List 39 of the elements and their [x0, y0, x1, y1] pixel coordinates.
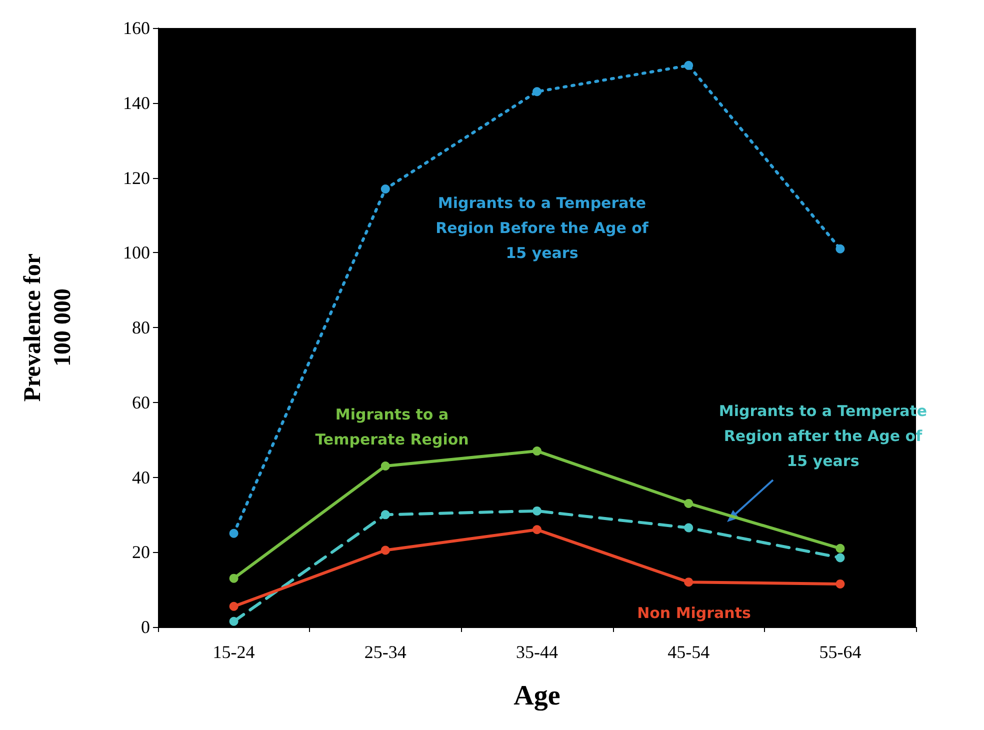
point: [684, 60, 694, 70]
y-tick-label: 20: [132, 542, 150, 562]
y-tick-label: 40: [132, 467, 150, 488]
point: [684, 498, 694, 508]
x-tick-label: 15-24: [212, 642, 255, 662]
y-tick-label: 160: [123, 18, 150, 38]
y-tick-label: 140: [123, 92, 150, 113]
annotation: Migrants to a Temperate Region: [315, 406, 469, 448]
point: [229, 574, 238, 583]
annotation: Migrants to a Temperate Region Before the Age of 15 years: [436, 194, 649, 262]
point: [836, 544, 845, 553]
point: [532, 506, 542, 516]
point: [684, 523, 694, 532]
y-tick-label: 120: [123, 168, 150, 188]
y-tick-label: 100: [123, 242, 150, 263]
point: [836, 244, 845, 254]
point: [229, 528, 238, 538]
point: [380, 462, 390, 471]
point: [836, 579, 845, 588]
y-tick-label: 0: [141, 617, 150, 637]
point: [532, 446, 542, 456]
x-tick-label: 35-44: [516, 642, 558, 662]
point: [532, 87, 542, 96]
point: [684, 578, 694, 587]
x-tick-label: 55-64: [819, 642, 862, 662]
point: [229, 602, 238, 611]
point: [836, 553, 845, 562]
point: [380, 184, 390, 194]
x-tick-label: 25-34: [364, 642, 406, 662]
point: [532, 525, 542, 534]
x-tick-label: 45-54: [668, 642, 710, 662]
point: [380, 546, 390, 555]
y-axis-title: Prevalence for 100 000: [20, 253, 76, 402]
annotation: Non Migrants: [637, 604, 751, 622]
x-axis-title: Age: [514, 680, 560, 712]
y-tick-label: 60: [132, 392, 150, 412]
y-tick-label: 80: [132, 318, 150, 338]
point: [229, 616, 238, 626]
point: [380, 510, 390, 520]
